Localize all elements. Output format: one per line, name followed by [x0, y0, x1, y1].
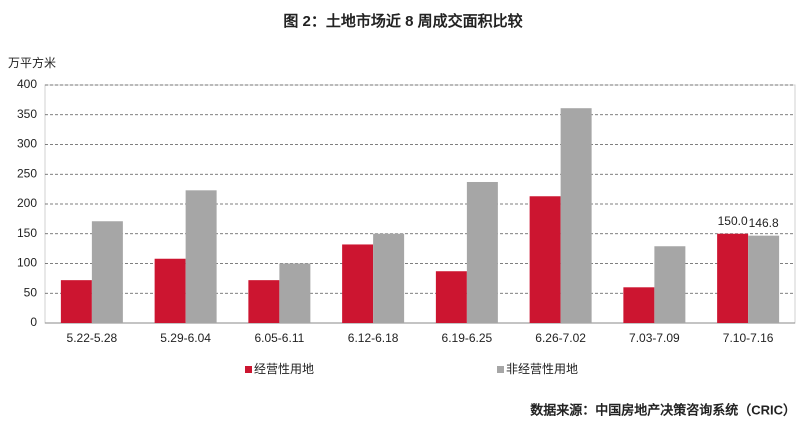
- value-label: 146.8: [749, 216, 779, 230]
- x-tick-label: 6.12-6.18: [348, 331, 399, 345]
- bar: [748, 235, 780, 323]
- x-tick-label: 6.19-6.25: [442, 331, 493, 345]
- y-tick-label: 200: [17, 196, 37, 210]
- bar: [185, 190, 217, 323]
- y-tick-label: 400: [17, 77, 37, 91]
- x-tick-label: 7.03-7.09: [629, 331, 680, 345]
- bar: [560, 108, 592, 323]
- bar: [623, 287, 655, 323]
- chart-title: 图 2：土地市场近 8 周成交面积比较: [283, 12, 522, 30]
- x-tick-label: 6.26-7.02: [535, 331, 586, 345]
- bar: [466, 181, 498, 323]
- y-tick-label: 250: [17, 166, 37, 180]
- x-tick-label: 5.22-5.28: [67, 331, 118, 345]
- bar: [248, 280, 280, 323]
- y-tick-label: 100: [17, 256, 37, 270]
- bar: [373, 233, 405, 323]
- x-tick-label: 5.29-6.04: [160, 331, 211, 345]
- bar: [279, 263, 311, 323]
- bar: [435, 271, 467, 323]
- legend-swatch: [245, 366, 252, 373]
- y-tick-label: 50: [24, 285, 38, 299]
- bar: [717, 233, 749, 323]
- y-tick-label: 150: [17, 226, 37, 240]
- x-tick-label: 6.05-6.11: [254, 331, 304, 345]
- y-tick-label: 350: [17, 107, 37, 121]
- bar: [60, 280, 92, 323]
- value-label: 150.0: [718, 214, 748, 228]
- bar: [154, 258, 186, 323]
- bar: [91, 221, 123, 323]
- legend-label: 经营性用地: [254, 362, 314, 376]
- y-tick-label: 0: [30, 315, 37, 329]
- x-tick-label: 7.10-7.16: [723, 331, 774, 345]
- legend-swatch: [497, 366, 504, 373]
- bar: [342, 244, 374, 323]
- legend-label: 非经营性用地: [506, 362, 578, 376]
- y-axis-label: 万平方米: [8, 55, 56, 70]
- y-tick-label: 300: [17, 137, 37, 151]
- bar: [529, 196, 561, 323]
- bar: [654, 246, 686, 323]
- source-note: 数据来源：中国房地产决策咨询系统（CRIC）: [530, 402, 796, 417]
